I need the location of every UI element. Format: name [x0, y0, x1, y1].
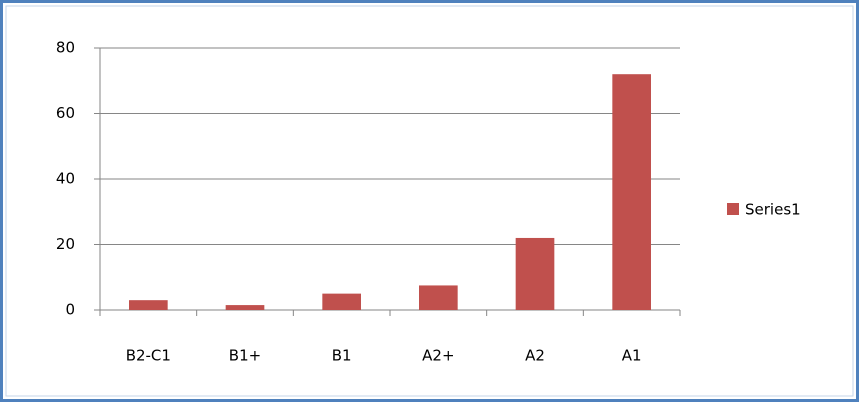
y-tick-label: 0 — [65, 301, 75, 319]
bar — [515, 237, 555, 310]
bar — [419, 285, 458, 310]
bar — [129, 300, 168, 310]
x-tick-label: A1 — [622, 347, 642, 365]
bar — [322, 293, 361, 310]
x-tick-label: A2 — [525, 347, 545, 365]
x-tick-label: B1 — [332, 347, 352, 365]
y-tick-label: 20 — [56, 235, 75, 253]
y-tick-label: 40 — [56, 170, 75, 188]
x-tick-label: B2-C1 — [126, 347, 171, 365]
x-tick-label: A2+ — [422, 347, 454, 365]
y-tick-label: 60 — [56, 104, 75, 122]
inner-frame — [5, 5, 854, 397]
bar — [612, 74, 651, 310]
x-tick-label: B1+ — [229, 347, 261, 365]
bar — [225, 305, 265, 310]
legend-swatch — [727, 203, 739, 215]
legend-label: Series1 — [745, 201, 801, 219]
y-tick-label: 80 — [56, 39, 75, 57]
